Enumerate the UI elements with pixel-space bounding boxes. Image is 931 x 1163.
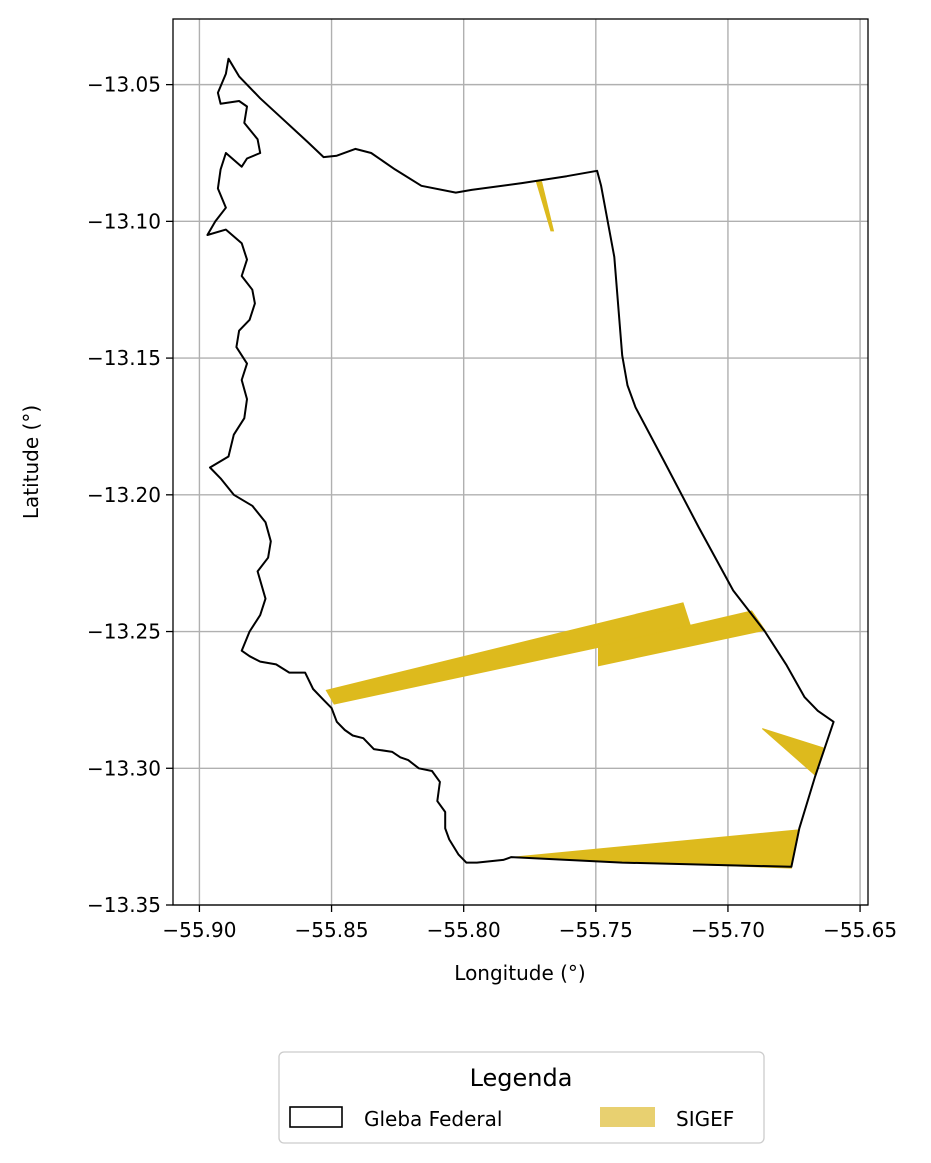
plot-frame [172, 18, 869, 906]
legend-title: Legenda [470, 1064, 573, 1092]
legend-label-gleba-federal: Gleba Federal [364, 1107, 502, 1131]
y-tick-label-0: −13.05 [87, 73, 161, 97]
x-tick-label-5: −55.65 [823, 918, 897, 942]
gleba-federal-outline [206, 57, 835, 868]
x-tick-label-0: −55.90 [162, 918, 236, 942]
legend-swatch-gleba-federal [289, 1106, 343, 1128]
legend-label-sigef: SIGEF [676, 1107, 734, 1131]
y-tick-label-3: −13.20 [87, 483, 161, 507]
gleba-federal-boundary [206, 57, 835, 868]
sigef-parcel-3 [761, 728, 824, 776]
y-tick-label-1: −13.10 [87, 209, 161, 233]
y-tick-label-6: −13.35 [87, 893, 161, 917]
y-tick-label-5: −13.30 [87, 756, 161, 780]
x-axis-title: Longitude (°) [454, 961, 585, 985]
grid-lines [173, 19, 868, 906]
x-tick-label-2: −55.80 [427, 918, 501, 942]
sigef-polygons [325, 181, 824, 869]
y-axis-title: Latitude (°) [19, 405, 43, 519]
legend-swatch-sigef [600, 1107, 655, 1127]
x-tick-label-1: −55.85 [295, 918, 369, 942]
y-tick-label-2: −13.15 [87, 346, 161, 370]
sigef-parcel-0 [535, 181, 555, 232]
legend: Legenda Gleba Federal SIGEF [278, 1051, 765, 1144]
x-tick-label-4: −55.70 [691, 918, 765, 942]
y-tick-label-4: −13.25 [87, 620, 161, 644]
axis-ticks: −55.90 −55.85 −55.80 −55.75 −55.70 −55.65 −13.… [87, 73, 897, 942]
sigef-parcel-4 [513, 829, 800, 869]
map-geometry [206, 57, 835, 869]
x-tick-label-3: −55.75 [559, 918, 633, 942]
